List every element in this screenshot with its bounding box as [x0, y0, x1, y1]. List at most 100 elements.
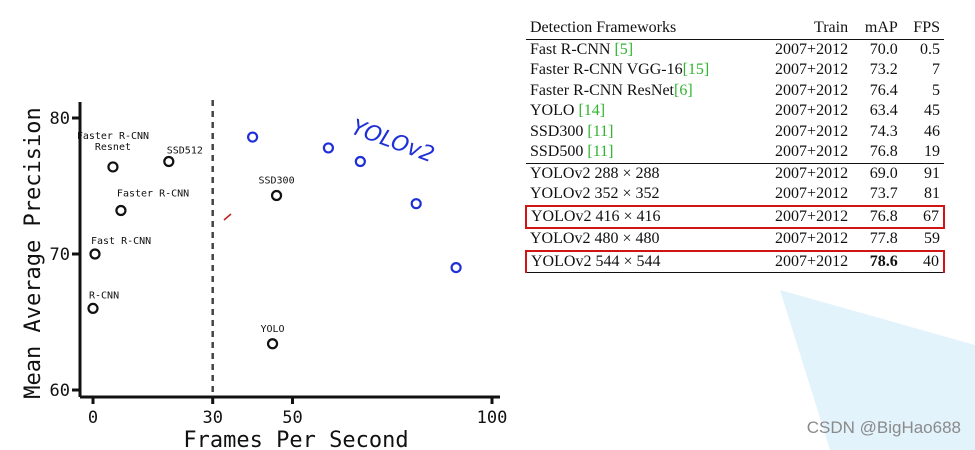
yolov2-point	[322, 142, 335, 154]
train-cell: 2007+2012	[775, 102, 849, 119]
train-cell: 2007+2012	[775, 122, 849, 140]
scatter-chart: 60 70 80 0 30 50 100 Frames Per Second Mean Aver…	[21, 100, 507, 450]
point-label: R-CNN	[89, 290, 119, 301]
y-axis-title: Mean Average Precision	[21, 107, 46, 398]
detector-point	[266, 338, 279, 350]
citation-link[interactable]: [6]	[673, 81, 693, 99]
table-header-row: Detection Frameworks Train mAP FPS	[526, 18, 944, 39]
detector-point	[107, 161, 119, 173]
detector-point	[163, 155, 175, 168]
detection-table-container: Detection Frameworks Train mAP FPS Fast …	[525, 18, 950, 273]
citation-link[interactable]: [14]	[578, 102, 606, 119]
x-tick-label: 100	[477, 408, 508, 428]
fps-cell: 81	[924, 185, 940, 202]
citation-link[interactable]: [15]	[682, 61, 710, 78]
detector-point	[115, 204, 127, 217]
map-cell: 74.3	[869, 122, 898, 140]
map-cell: 77.8	[869, 230, 898, 247]
point-label: Faster R-CNN	[77, 131, 149, 142]
point-label: SSD512	[167, 146, 203, 157]
table-row: Fast R-CNN [5] 2007+2012 70.0 0.5	[526, 39, 944, 60]
x-tick-label: 30	[202, 408, 222, 428]
map-cell: 70.0	[869, 40, 898, 58]
framework-label: Faster R-CNN ResNet	[530, 81, 674, 99]
table-row: YOLOv2 288 × 288 2007+2012 69.0 91	[526, 162, 944, 184]
watermark: CSDN @BigHao688	[806, 418, 961, 437]
point-label: Faster R-CNN	[117, 188, 189, 199]
framework-name: YOLOv2 288 × 288	[526, 162, 754, 184]
table-row: YOLO [14] 2007+2012 63.4 45	[526, 101, 944, 122]
x-tick-label: 50	[282, 408, 302, 428]
fps-cell: 91	[901, 162, 944, 184]
framework-label: SSD300	[530, 122, 588, 140]
detector-point	[89, 248, 101, 260]
fps-cell: 0.5	[920, 40, 940, 58]
framework-name: YOLOv2 352 × 352	[526, 184, 754, 206]
point-label: SSD300	[258, 176, 294, 187]
table-row: Faster R-CNN VGG-16[15] 2007+2012 73.2 7	[526, 60, 944, 81]
citation-link[interactable]: [11]	[587, 143, 614, 160]
train-cell: 2007+2012	[775, 81, 849, 99]
yolov2-point	[247, 131, 259, 143]
point-label: Resnet	[95, 142, 131, 153]
header-fps: FPS	[913, 19, 940, 36]
table-body: Fast R-CNN [5] 2007+2012 70.0 0.5 Faster R-C…	[525, 39, 946, 273]
framework-label: YOLOv2 352 × 352	[530, 185, 660, 202]
yolov2-point	[450, 262, 462, 274]
detector-point	[270, 189, 283, 202]
y-tick-label: 80	[50, 109, 70, 129]
train-cell: 2007+2012	[775, 143, 849, 160]
fps-cell: 45	[924, 102, 940, 119]
header-frameworks: Detection Frameworks	[530, 19, 677, 36]
train-cell: 2007+2012	[775, 61, 849, 78]
framework-name: YOLOv2 416 × 416	[525, 204, 754, 229]
table-row: YOLOv2 352 × 352 2007+2012 73.7 81	[526, 184, 944, 206]
fps-cell: 67	[901, 204, 946, 229]
map-cell: 76.8	[869, 143, 898, 160]
map-cell: 63.4	[869, 102, 898, 119]
framework-label: YOLOv2 544 × 544	[531, 252, 661, 270]
fps-cell: 19	[924, 143, 940, 160]
map-cell: 69.0	[852, 162, 902, 184]
table-row: YOLOv2 416 × 416 2007+2012 76.8 67	[525, 204, 946, 229]
x-axis-title: Frames Per Second	[183, 428, 408, 450]
framework-name: YOLO [14]	[526, 101, 754, 122]
fps-cell: 40	[901, 249, 946, 273]
fps-cell: 7	[932, 61, 940, 78]
framework-label: Fast R-CNN	[530, 40, 615, 58]
citation-link[interactable]: [5]	[614, 40, 634, 58]
table-row: YOLOv2 480 × 480 2007+2012 77.8 59	[526, 228, 944, 251]
table-row: SSD500 [11] 2007+2012 76.8 19	[526, 142, 944, 163]
train-cell: 2007+2012	[775, 185, 849, 202]
train-cell: 2007+2012	[775, 40, 849, 58]
table-row: SSD300 [11] 2007+2012 74.3 46	[526, 122, 944, 143]
map-cell: 73.7	[869, 185, 898, 202]
framework-name: SSD500 [11]	[526, 142, 754, 163]
x-tick-label: 0	[88, 408, 98, 428]
train-cell: 2007+2012	[775, 230, 849, 247]
framework-name: Faster R-CNN ResNet[6]	[526, 81, 754, 102]
framework-label: YOLOv2 288 × 288	[530, 164, 660, 182]
framework-label: Faster R-CNN VGG-16	[530, 61, 683, 78]
decorative-triangle	[780, 290, 975, 450]
map-cell: 76.8	[852, 204, 902, 229]
point-label: YOLO	[261, 324, 285, 335]
framework-name: Fast R-CNN [5]	[526, 39, 754, 60]
y-tick-label: 60	[50, 381, 70, 401]
train-cell: 2007+2012	[753, 162, 853, 184]
header-train: Train	[813, 19, 849, 36]
map-cell: 73.2	[869, 61, 898, 78]
table-row: YOLOv2 544 × 544 2007+2012 78.6 40	[525, 249, 946, 273]
table-row: Faster R-CNN ResNet[6] 2007+2012 76.4 5	[526, 81, 944, 102]
framework-label: YOLOv2 480 × 480	[530, 230, 660, 247]
detection-frameworks-table: Detection Frameworks Train mAP FPS Fast …	[525, 18, 946, 273]
yolov2-point	[354, 155, 366, 168]
framework-label: YOLO	[530, 102, 579, 119]
citation-link[interactable]: [11]	[587, 122, 614, 140]
framework-label: YOLOv2 416 × 416	[531, 207, 661, 225]
train-cell: 2007+2012	[753, 249, 853, 273]
fps-cell: 59	[924, 230, 940, 247]
framework-name: Faster R-CNN VGG-16[15]	[526, 60, 754, 81]
chart-axes: 60 70 80 0 30 50 100 Frames Per Second Mean Aver…	[21, 100, 507, 450]
